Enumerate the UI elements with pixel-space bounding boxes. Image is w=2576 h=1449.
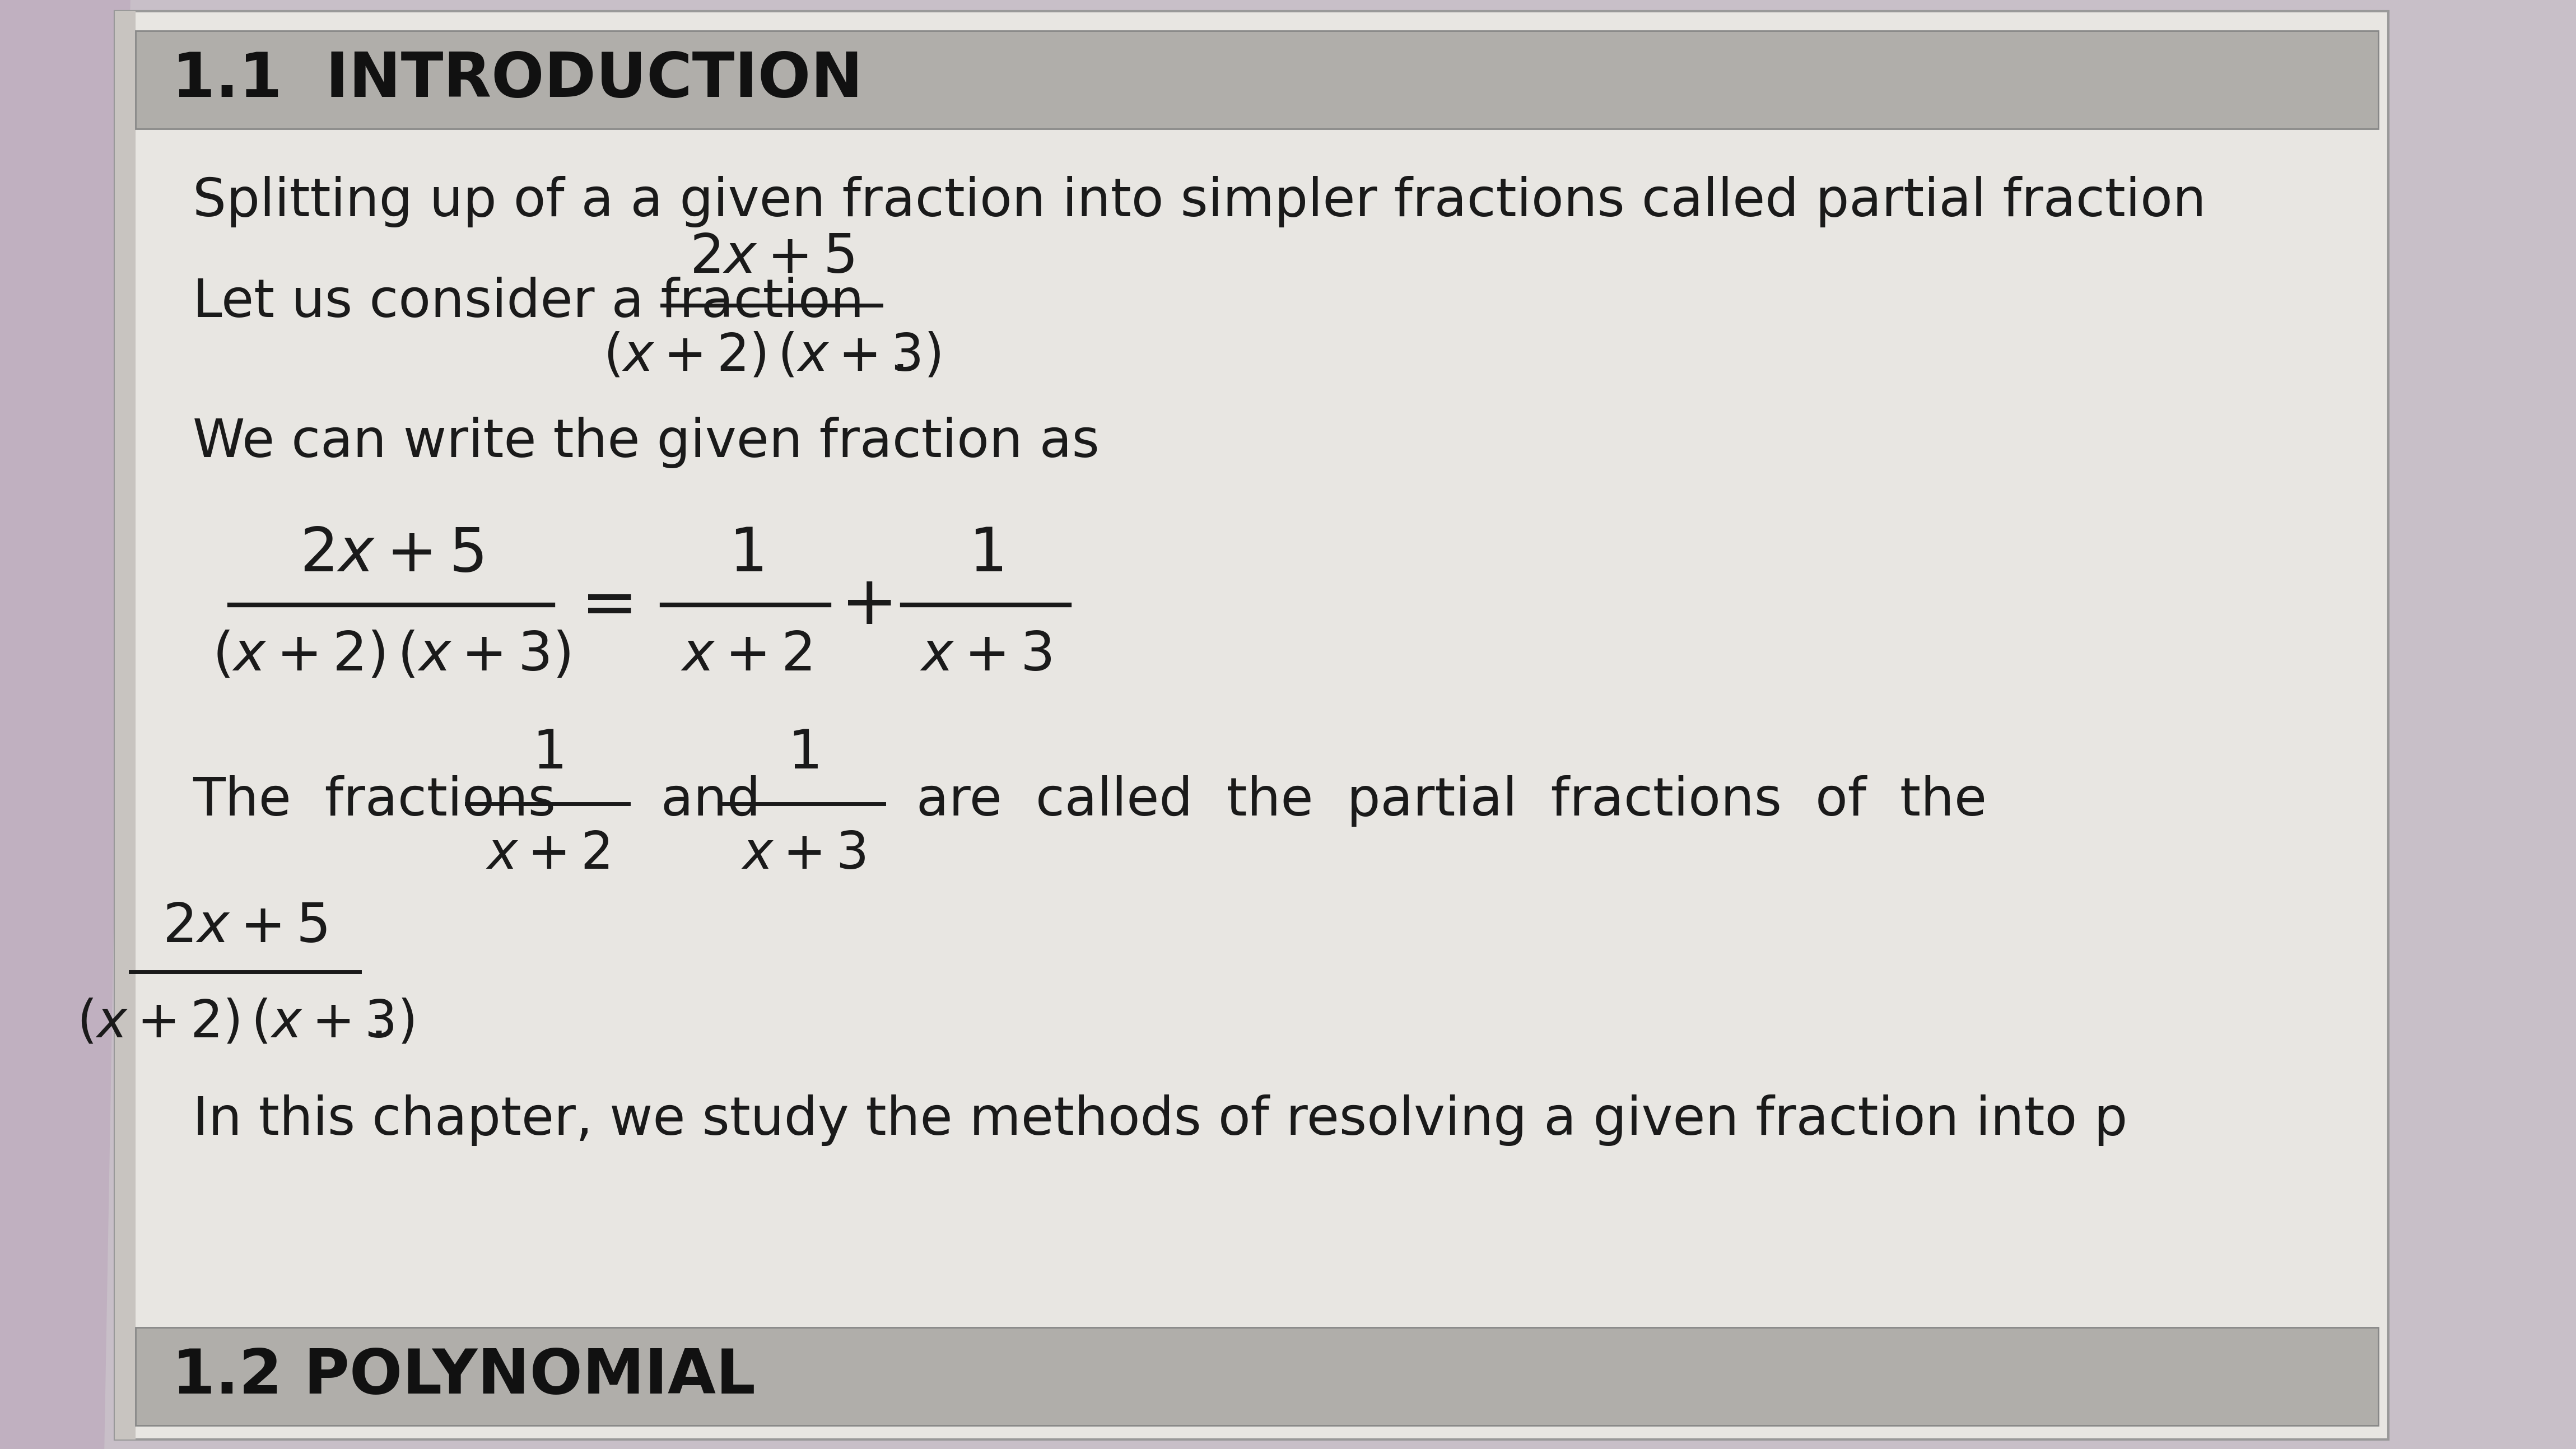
Text: $(x + 2)\,(x + 3)$: $(x + 2)\,(x + 3)$ xyxy=(77,997,415,1048)
Text: $=$: $=$ xyxy=(567,572,631,638)
Text: In this chapter, we study the methods of resolving a given fraction into p: In this chapter, we study the methods of… xyxy=(193,1094,2128,1146)
Polygon shape xyxy=(0,0,131,1449)
Text: 1.2 POLYNOMIAL: 1.2 POLYNOMIAL xyxy=(173,1346,755,1407)
Text: .: . xyxy=(371,995,386,1048)
Text: Splitting up of a a given fraction into simpler fractions called partial fractio: Splitting up of a a given fraction into … xyxy=(193,175,2208,227)
Text: $1$: $1$ xyxy=(788,727,819,780)
FancyBboxPatch shape xyxy=(137,30,2378,129)
FancyBboxPatch shape xyxy=(137,1327,2378,1426)
Text: $2x + 5$: $2x + 5$ xyxy=(299,525,482,584)
Text: $1$: $1$ xyxy=(533,727,564,780)
Text: $2x + 5$: $2x + 5$ xyxy=(162,901,327,953)
Text: The  fractions: The fractions xyxy=(193,775,556,827)
Text: and: and xyxy=(644,775,760,827)
Text: $x + 3$: $x + 3$ xyxy=(742,829,866,880)
Text: $+$: $+$ xyxy=(840,572,891,638)
FancyBboxPatch shape xyxy=(116,12,137,1439)
Text: 1.1  INTRODUCTION: 1.1 INTRODUCTION xyxy=(173,49,863,110)
Text: $(x + 2)\,(x + 3)$: $(x + 2)\,(x + 3)$ xyxy=(603,330,940,381)
Text: $x + 2$: $x + 2$ xyxy=(487,829,611,880)
Text: $(x + 2)\,(x + 3)$: $(x + 2)\,(x + 3)$ xyxy=(211,629,569,681)
Text: $1$: $1$ xyxy=(729,525,762,584)
FancyBboxPatch shape xyxy=(116,12,2388,1439)
Text: $2x + 5$: $2x + 5$ xyxy=(690,232,855,284)
Text: $x + 3$: $x + 3$ xyxy=(920,629,1051,681)
Text: .: . xyxy=(891,329,909,381)
Text: We can write the given fraction as: We can write the given fraction as xyxy=(193,417,1100,468)
Text: $1$: $1$ xyxy=(969,525,1002,584)
Text: are  called  the  partial  fractions  of  the: are called the partial fractions of the xyxy=(899,775,1986,827)
Text: Let us consider a fraction: Let us consider a fraction xyxy=(193,277,866,329)
Text: $x + 2$: $x + 2$ xyxy=(680,629,811,681)
